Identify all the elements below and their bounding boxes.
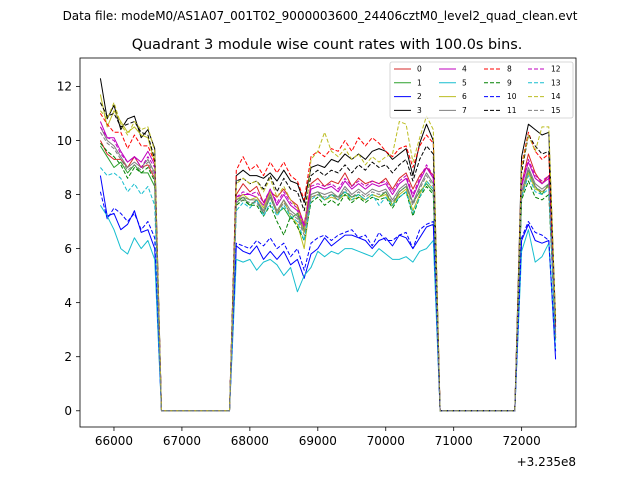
- legend-entry-14: 14: [528, 92, 561, 101]
- legend-entry-3: 3: [394, 106, 422, 115]
- chart-suptitle: Data file: modeM0/AS1A07_001T02_90000036…: [63, 9, 578, 23]
- legend-entry-1: 1: [394, 78, 422, 87]
- legend-label: 11: [507, 106, 517, 115]
- series-line-1: [99, 145, 557, 412]
- legend-label: 4: [462, 65, 467, 74]
- series-line-13: [100, 167, 557, 412]
- legend-label: 8: [507, 65, 512, 74]
- y-tick-label: 0: [64, 404, 72, 418]
- series-line-12: [99, 126, 557, 412]
- legend-entry-10: 10: [484, 92, 517, 101]
- legend-label: 14: [551, 92, 561, 101]
- x-tick-label: 67000: [163, 434, 201, 448]
- legend-entry-8: 8: [484, 65, 512, 74]
- legend-label: 0: [417, 65, 422, 74]
- legend-label: 9: [507, 78, 512, 87]
- legend-label: 3: [417, 106, 422, 115]
- x-tick-label: 70000: [367, 434, 405, 448]
- series-line-5: [99, 205, 557, 412]
- x-tick-label: 72000: [503, 434, 541, 448]
- legend-label: 6: [462, 92, 467, 101]
- legend-entry-9: 9: [484, 78, 512, 87]
- y-tick-label: 4: [64, 296, 72, 310]
- legend-entry-2: 2: [394, 92, 422, 101]
- legend-entry-12: 12: [528, 65, 561, 74]
- chart-title: Quadrant 3 module wise count rates with …: [132, 37, 523, 53]
- plot-series: [99, 78, 557, 412]
- y-tick-label: 6: [64, 242, 72, 256]
- legend-entry-0: 0: [394, 65, 422, 74]
- y-tick-label: 8: [64, 188, 72, 202]
- series-line-10: [99, 191, 557, 412]
- series-line-4: [99, 121, 557, 412]
- legend-label: 12: [551, 65, 561, 74]
- series-line-8: [99, 113, 557, 412]
- legend-label: 13: [551, 78, 561, 87]
- legend-label: 5: [462, 78, 467, 87]
- x-offset-text: +3.235e8: [517, 455, 576, 469]
- series-line-14: [100, 102, 557, 412]
- legend-entry-6: 6: [439, 92, 467, 101]
- x-tick-label: 68000: [231, 434, 269, 448]
- x-tick-label: 66000: [95, 434, 133, 448]
- legend-entry-13: 13: [528, 78, 561, 87]
- series-line-3: [99, 78, 557, 412]
- y-axis: 0 2 4 6 8 10 12: [57, 80, 80, 418]
- series-line-2: [99, 175, 557, 412]
- series-line-7: [99, 126, 557, 412]
- legend-label: 10: [507, 92, 517, 101]
- legend-entry-11: 11: [484, 106, 517, 115]
- x-axis: 66000 67000 68000 69000 70000 71000 72000: [95, 427, 541, 448]
- legend-entry-4: 4: [439, 65, 467, 74]
- y-tick-label: 12: [57, 80, 72, 94]
- legend-label: 15: [551, 106, 561, 115]
- series-line-11: [99, 102, 557, 412]
- legend-frame: [389, 61, 574, 119]
- series-line-15: [99, 132, 557, 412]
- x-tick-label: 69000: [299, 434, 337, 448]
- y-tick-label: 10: [57, 134, 72, 148]
- series-line-0: [99, 140, 557, 412]
- y-tick-label: 2: [64, 350, 72, 364]
- plot-frame: [79, 57, 577, 428]
- legend-label: 2: [417, 92, 422, 101]
- legend-entry-7: 7: [439, 106, 467, 115]
- legend-entry-5: 5: [439, 78, 467, 87]
- legend-label: 7: [462, 106, 467, 115]
- legend-label: 1: [417, 78, 422, 87]
- series-line-9: [100, 142, 557, 412]
- x-tick-label: 71000: [435, 434, 473, 448]
- legend-entry-15: 15: [528, 106, 561, 115]
